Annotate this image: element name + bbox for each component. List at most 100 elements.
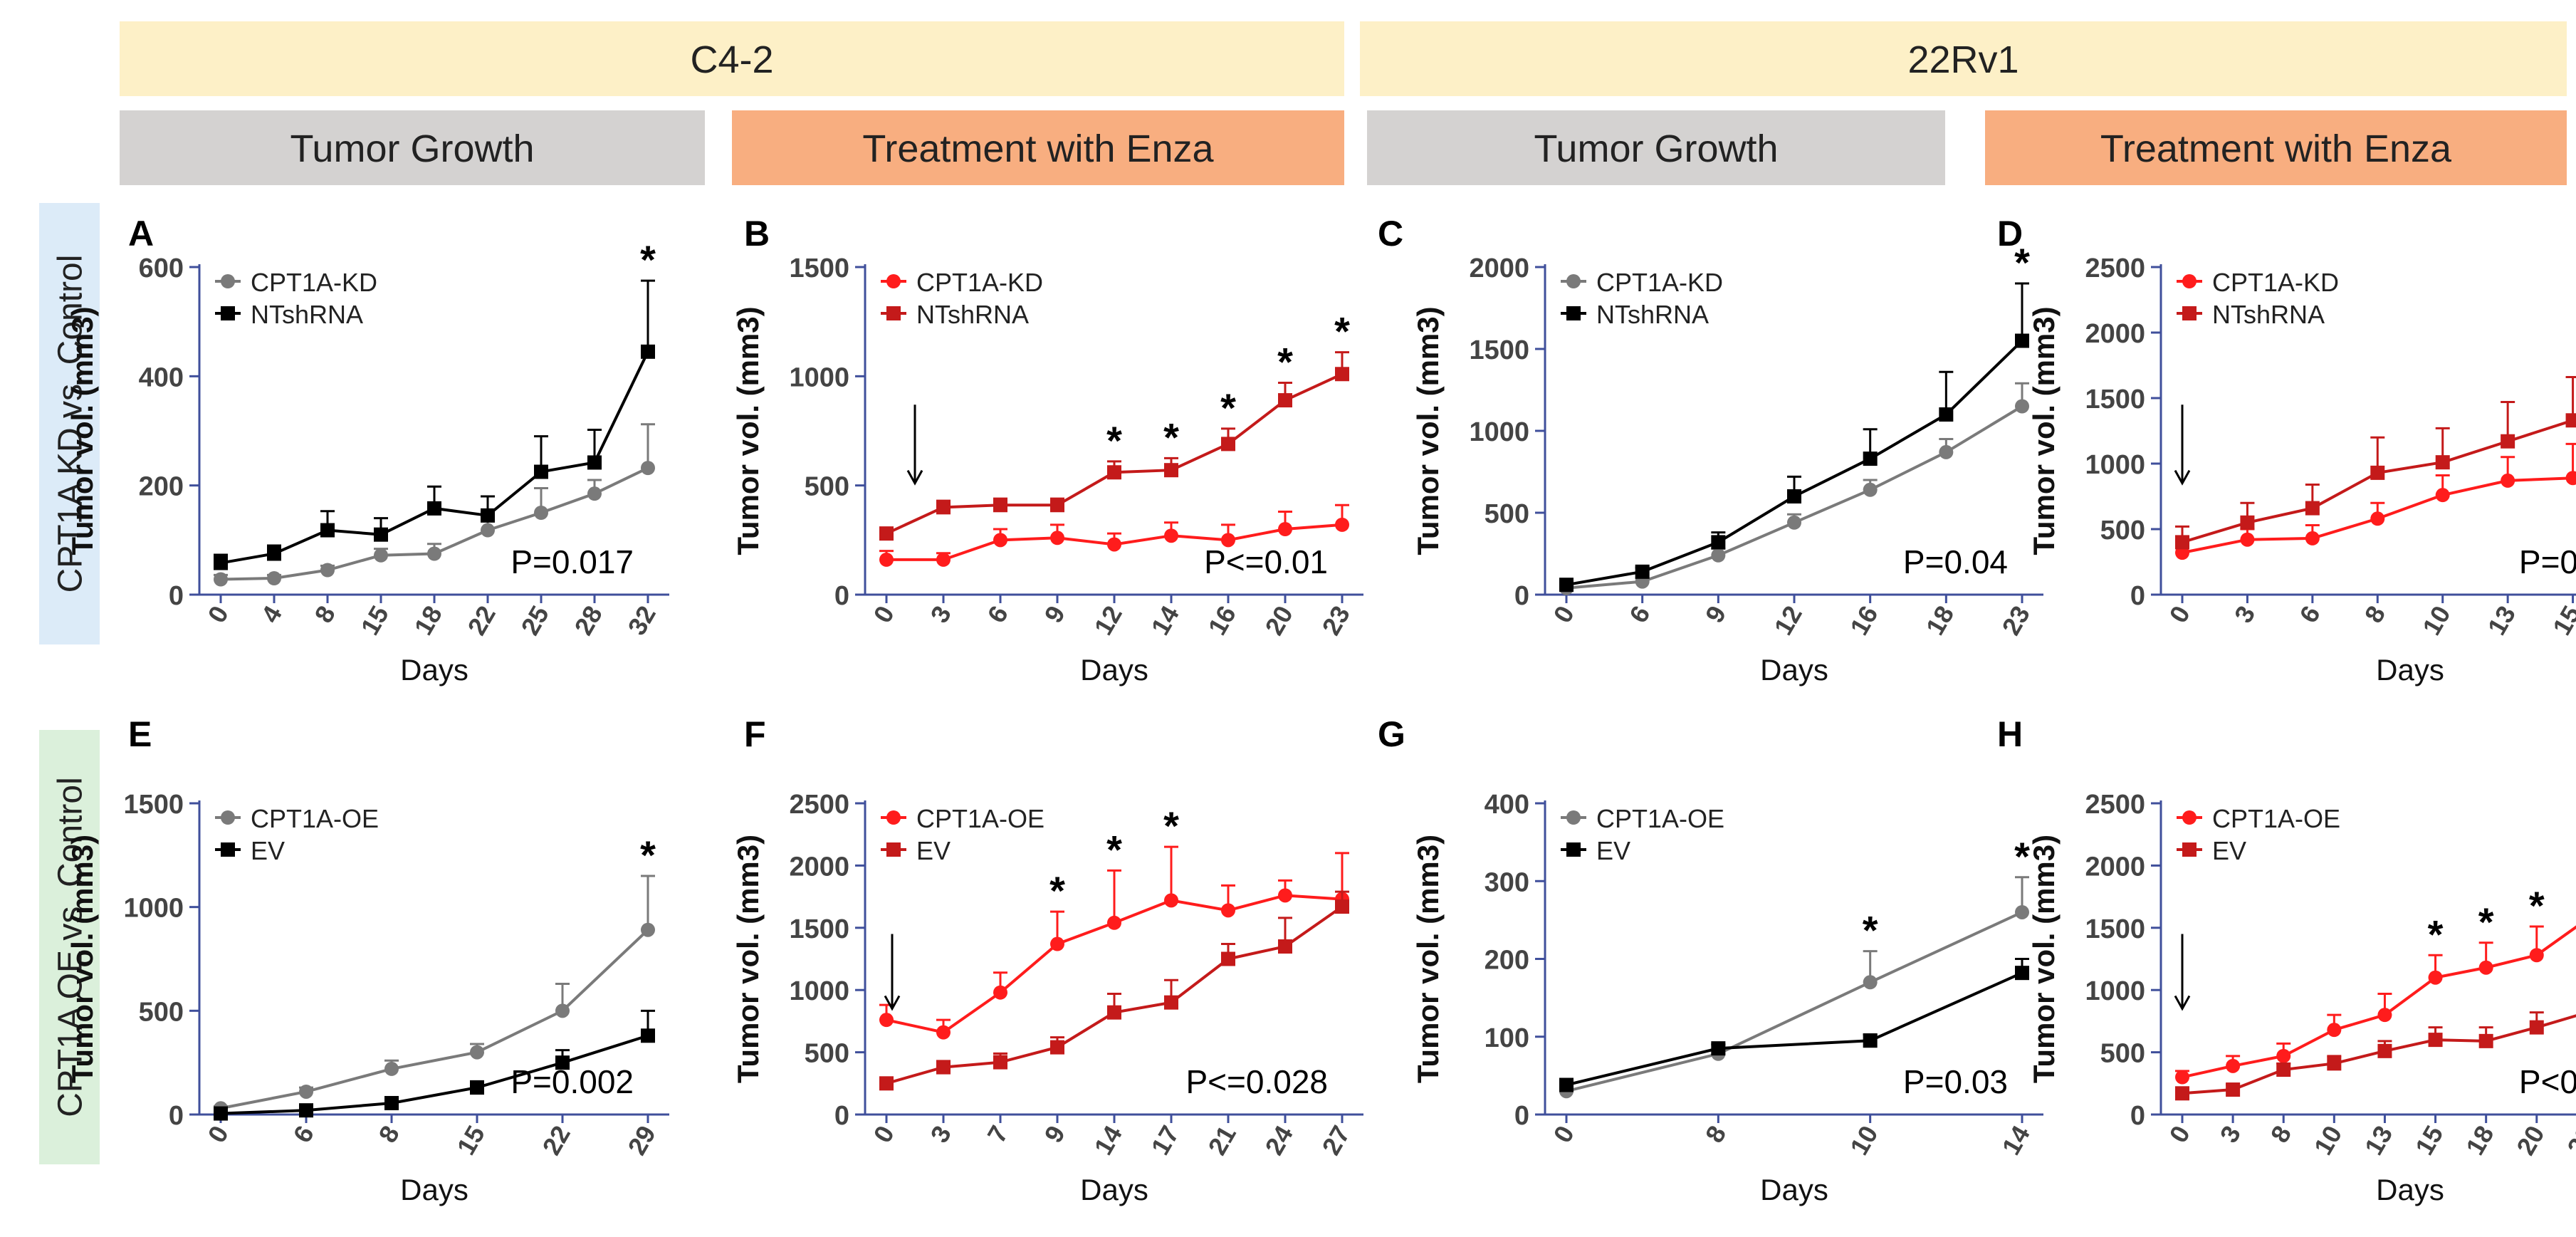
y-tick-label-E-3: 1500 [123,790,184,820]
legend-marker-B-1 [886,306,901,320]
data-point-C-1-6 [2015,333,2029,348]
y-tick-label-H-0: 0 [2130,1101,2145,1131]
p-value-B: P<=0.01 [1204,543,1328,580]
y-tick-label-D-2: 1000 [2085,450,2145,480]
panel-E: E 0 500 1000 1500 0 6 8 15 22 29 Tumor vol. (mm3) Da… [66,714,669,1206]
data-point-D-1-5 [2501,434,2515,449]
data-point-H-0-2 [2276,1048,2291,1063]
data-point-A-1-6 [534,464,548,479]
significance-star-B-1: * [1163,414,1179,459]
treatment-arrow-head-D [2174,469,2191,486]
panel-D: D05001000150020002500036810131517Tumor v… [1997,214,2576,687]
y-tick-label-H-4: 2000 [2085,852,2145,882]
data-point-F-1-2 [993,1055,1007,1070]
y-axis-title-B: Tumor vol. (mm3) [731,306,765,555]
legend-label-E-0: CPT1A-OE [251,804,379,833]
data-point-C-1-3 [1787,489,1801,503]
x-tick-label-A-6: 25 [515,601,555,640]
data-point-D-0-6 [2565,471,2576,486]
data-point-F-1-6 [1221,951,1235,966]
y-tick-label-B-1: 500 [805,472,849,502]
data-point-A-0-1 [267,571,281,585]
significance-star-E-0: * [640,833,656,877]
panel-letter-E: E [128,714,152,754]
data-point-F-0-3 [1050,936,1064,951]
y-tick-label-B-2: 1000 [789,362,849,392]
legend-label-B-1: NTshRNA [916,300,1029,329]
data-point-E-0-3 [470,1045,484,1060]
legend-marker-H-1 [2182,842,2197,857]
data-point-A-1-3 [374,527,388,542]
x-tick-label-A-5: 22 [461,601,501,640]
panel-letter-F: F [744,714,766,754]
data-point-F-1-7 [1278,939,1292,954]
data-point-F-0-6 [1221,903,1235,918]
data-point-B-0-2 [993,533,1007,548]
data-point-G-1-2 [1863,1033,1878,1048]
data-point-C-1-1 [1635,564,1650,579]
x-tick-label-B-4: 12 [1088,601,1128,640]
row-label-1: CPT1A OE vs. Control [52,777,90,1117]
series-line-H-1 [2182,1014,2576,1095]
x-axis-title-A: Days [400,653,468,687]
treatment-arrow-head-F [884,995,901,1011]
condition-band-2 [1367,110,1945,185]
data-point-C-1-5 [1939,407,1954,422]
x-tick-label-E-1: 6 [287,1121,320,1148]
data-point-D-0-3 [2370,511,2385,526]
header-layer: C4-2 22Rv1 Tumor Growth Treatment with Enza… [39,21,2567,1164]
data-point-F-0-4 [1107,915,1121,930]
significance-star-G-0: * [1863,908,1878,953]
cell-line-band-1 [1360,21,2567,96]
x-tick-label-D-0: 0 [2163,601,2196,628]
x-axis-title-G: Days [1760,1173,1828,1206]
p-value-E: P=0.002 [511,1063,634,1100]
x-tick-label-D-4: 10 [2417,601,2456,640]
y-tick-label-G-2: 200 [1485,946,1529,976]
legend-marker-C-0 [1566,274,1581,288]
data-point-D-1-1 [2240,515,2255,530]
legend-label-H-0: CPT1A-OE [2212,804,2340,833]
data-point-H-0-4 [2377,1008,2392,1023]
p-value-D: P=0.03 [2519,543,2576,580]
y-axis-title-G: Tumor vol. (mm3) [1411,835,1445,1083]
significance-star-B-3: * [1277,340,1293,385]
x-tick-label-B-5: 14 [1145,601,1185,640]
data-point-E-0-1 [299,1084,313,1099]
data-point-G-0-2 [1863,975,1878,990]
legend-marker-C-1 [1566,306,1581,320]
data-point-D-0-4 [2435,488,2450,503]
y-tick-label-A-0: 0 [169,581,184,611]
condition-label-0: Tumor Growth [290,127,534,170]
x-tick-label-D-3: 8 [2359,601,2392,628]
data-point-E-1-2 [384,1095,399,1110]
legend-marker-G-1 [1566,842,1581,857]
data-point-A-1-5 [481,508,495,523]
data-point-E-0-2 [384,1061,399,1076]
data-point-H-1-2 [2276,1063,2291,1077]
legend-label-E-1: EV [251,836,285,865]
data-point-H-1-0 [2175,1086,2189,1101]
data-point-H-0-1 [2226,1058,2241,1073]
data-point-F-1-0 [879,1076,894,1091]
data-point-D-0-2 [2305,531,2320,546]
data-point-D-0-5 [2501,473,2515,488]
x-tick-label-G-2: 10 [1844,1121,1884,1160]
data-point-B-0-1 [936,552,951,567]
series-line-D-0 [2182,476,2576,555]
legend-label-A-1: NTshRNA [251,300,363,329]
y-axis-title-C: Tumor vol. (mm3) [1411,306,1445,555]
condition-label-2: Tumor Growth [1534,127,1778,170]
data-point-H-1-7 [2529,1020,2544,1035]
y-tick-label-E-0: 0 [169,1101,184,1131]
y-tick-label-H-1: 500 [2100,1039,2145,1069]
significance-star-B-2: * [1220,385,1236,430]
data-point-H-1-4 [2377,1043,2392,1058]
data-point-B-1-0 [879,526,894,541]
data-point-C-0-6 [2015,399,2029,414]
x-tick-label-C-5: 18 [1920,601,1960,640]
data-point-C-0-3 [1787,515,1801,530]
panel-G: G 0 100 200 300 400 0 8 10 14 Tumor vol. (mm3) Days… [1378,714,2043,1206]
data-point-H-1-1 [2226,1082,2241,1097]
